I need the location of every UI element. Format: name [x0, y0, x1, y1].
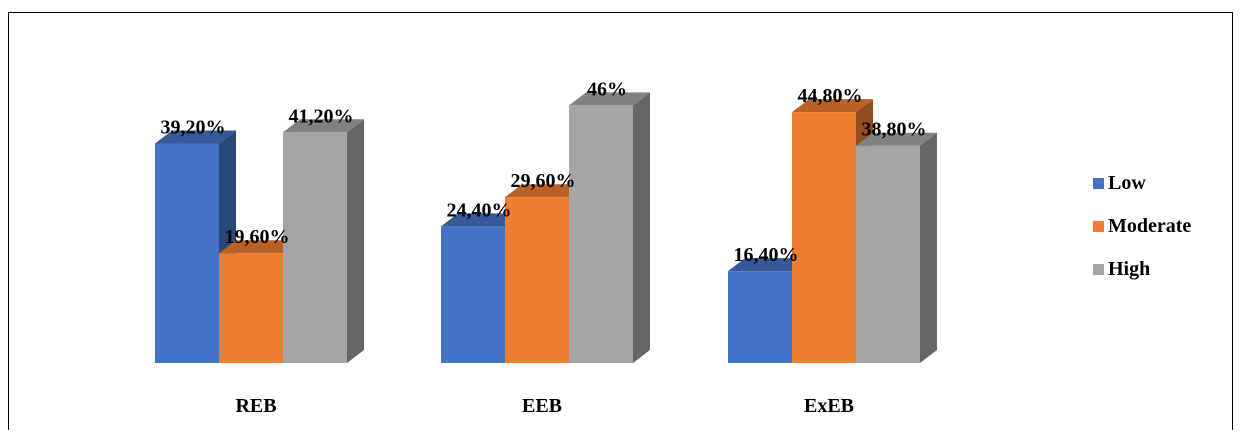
- data-label-eeb-low: 24,40%: [447, 199, 512, 221]
- legend-item-moderate: Moderate: [1093, 215, 1191, 237]
- bar-chart: 39,20% 19,60% 41,20% 24,40% 29,60% 46% 16,40% 4…: [155, 78, 1191, 417]
- bar-top-face: [792, 99, 873, 113]
- data-label-reb-moderate: 19,60%: [225, 226, 290, 248]
- legend-swatch: [1093, 221, 1104, 232]
- legend-item-high: High: [1093, 258, 1150, 280]
- bar-reb-high: [283, 119, 364, 363]
- bar-top-face: [219, 240, 300, 254]
- data-label-reb-low: 39,20%: [161, 116, 226, 138]
- bar-top-face: [569, 92, 650, 106]
- bar-front-face: [219, 253, 283, 363]
- bar-top-face: [155, 130, 236, 144]
- bar-front-face: [728, 271, 792, 363]
- bar-side-face: [920, 132, 937, 363]
- bar-side-face: [633, 92, 650, 364]
- bar-top-face: [856, 132, 937, 146]
- legend-swatch: [1093, 178, 1104, 189]
- bar-top-face: [441, 213, 522, 227]
- legend-item-low: Low: [1093, 172, 1146, 194]
- bar-eeb-high: [569, 92, 650, 364]
- bars-group: [155, 92, 937, 364]
- bar-front-face: [505, 197, 569, 363]
- bar-top-face: [283, 119, 364, 133]
- data-label-reb-high: 41,20%: [289, 105, 354, 127]
- bar-side-face: [347, 119, 364, 363]
- legend-label: High: [1108, 258, 1150, 280]
- data-label-eeb-moderate: 29,60%: [511, 170, 576, 192]
- legend-swatch: [1093, 264, 1104, 275]
- bar-exeb-high: [856, 132, 937, 363]
- chart-frame: 39,20% 19,60% 41,20% 24,40% 29,60% 46% 16,40% 4…: [8, 12, 1233, 430]
- data-label-exeb-moderate: 44,80%: [798, 85, 863, 107]
- bar-front-face: [283, 132, 347, 363]
- data-label-exeb-low: 16,40%: [734, 244, 799, 266]
- bar-front-face: [856, 145, 920, 363]
- legend-label: Moderate: [1108, 215, 1191, 237]
- bar-top-face: [728, 258, 809, 272]
- legend-label: Low: [1108, 172, 1146, 194]
- bar-top-face: [505, 184, 586, 198]
- bar-front-face: [155, 143, 219, 363]
- data-label-exeb-high: 38,80%: [862, 119, 927, 141]
- data-labels-group: 39,20% 19,60% 41,20% 24,40% 29,60% 46% 16,40% 4…: [161, 78, 927, 266]
- bar-front-face: [569, 105, 633, 364]
- category-label-eeb: EEB: [522, 395, 562, 417]
- data-label-eeb-high: 46%: [587, 78, 627, 100]
- category-label-reb: REB: [235, 395, 276, 417]
- bar-front-face: [792, 112, 856, 364]
- category-label-exeb: ExEB: [804, 395, 854, 417]
- bar-front-face: [441, 226, 505, 363]
- legend: Low Moderate High: [1093, 172, 1191, 280]
